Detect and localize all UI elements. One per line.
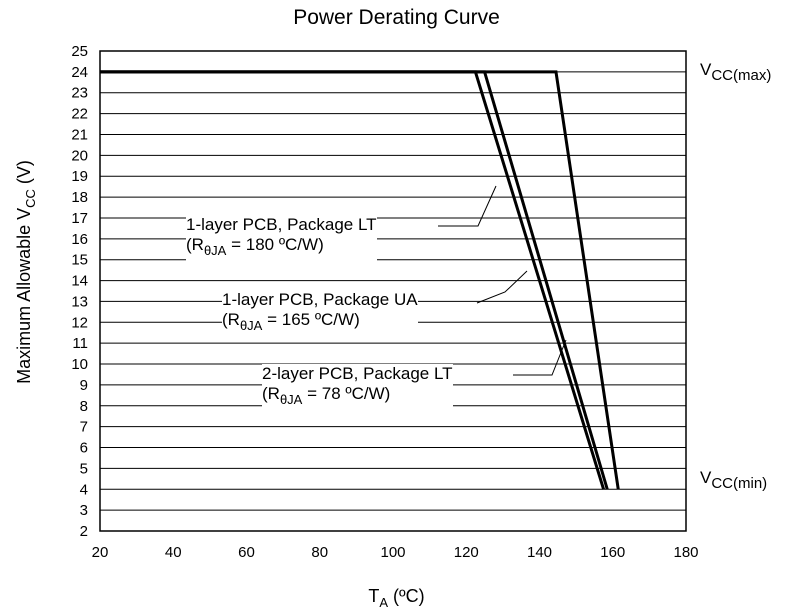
y-tick-8: 8 xyxy=(80,398,88,415)
x-tick-40: 40 xyxy=(165,544,182,561)
y-tick-14: 14 xyxy=(71,273,88,290)
y-tick-7: 7 xyxy=(80,419,88,436)
y-tick-16: 16 xyxy=(71,231,88,248)
y-tick-19: 19 xyxy=(71,168,88,185)
y-tick-25: 25 xyxy=(71,43,88,60)
y-tick-11: 11 xyxy=(72,335,88,352)
y-tick-15: 15 xyxy=(71,252,88,269)
y-tick-10: 10 xyxy=(71,356,88,373)
x-tick-100: 100 xyxy=(380,544,405,561)
leader-line-1 xyxy=(438,185,497,227)
label-1layer-ua: 1-layer PCB, Package UA (RθJA = 165 ºC/W… xyxy=(222,290,418,336)
x-tick-20: 20 xyxy=(92,544,109,561)
label-1layer-lt: 1-layer PCB, Package LT (RθJA = 180 ºC/W… xyxy=(186,215,377,261)
y-tick-17: 17 xyxy=(71,210,88,227)
y-tick-5: 5 xyxy=(80,460,88,477)
series-line-3 xyxy=(100,70,606,490)
y-tick-23: 23 xyxy=(71,85,88,102)
x-tick-160: 160 xyxy=(600,544,625,561)
vcc-max-label: VCC(max) xyxy=(700,60,772,84)
y-tick-6: 6 xyxy=(80,440,88,457)
label-2layer-lt: 2-layer PCB, Package LT (RθJA = 78 ºC/W) xyxy=(262,364,453,410)
chart-title: Power Derating Curve xyxy=(293,6,500,29)
y-tick-9: 9 xyxy=(80,377,88,394)
plot-frame xyxy=(99,50,687,532)
y-tick-20: 20 xyxy=(71,147,88,164)
x-tick-labels: 20 40 60 80 100 120 140 160 180 xyxy=(92,544,699,561)
y-tick-21: 21 xyxy=(71,126,88,143)
leader-line-2 xyxy=(476,270,528,304)
x-tick-120: 120 xyxy=(454,544,479,561)
x-tick-180: 180 xyxy=(673,544,698,561)
x-tick-80: 80 xyxy=(311,544,328,561)
y-tick-2: 2 xyxy=(80,523,88,540)
y-tick-24: 24 xyxy=(71,64,88,81)
y-tick-4: 4 xyxy=(80,481,88,498)
y-tick-22: 22 xyxy=(71,106,88,123)
x-tick-140: 140 xyxy=(527,544,552,561)
y-tick-12: 12 xyxy=(71,314,88,331)
x-axis-label: TA (ºC) xyxy=(368,586,425,610)
vcc-min-label: VCC(min) xyxy=(700,468,768,492)
y-tick-3: 3 xyxy=(80,502,88,519)
series-lines xyxy=(100,70,620,490)
x-tick-60: 60 xyxy=(238,544,255,561)
y-tick-13: 13 xyxy=(71,293,88,310)
y-tick-18: 18 xyxy=(71,189,88,206)
